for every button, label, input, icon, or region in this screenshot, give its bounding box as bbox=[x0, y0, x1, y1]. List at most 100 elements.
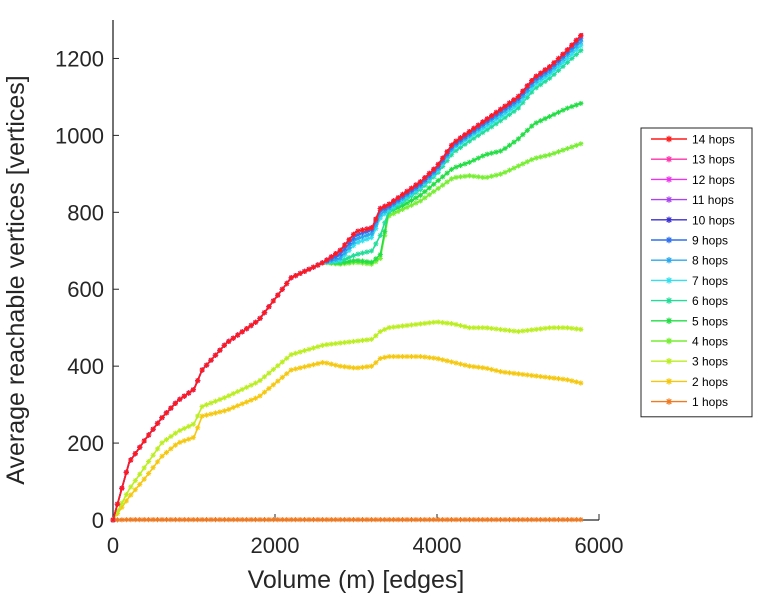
data-point bbox=[159, 517, 165, 523]
data-point bbox=[471, 364, 477, 370]
data-point bbox=[448, 321, 455, 327]
data-point bbox=[399, 202, 406, 209]
data-point bbox=[399, 323, 406, 329]
data-point bbox=[546, 152, 553, 158]
data-point bbox=[555, 149, 562, 155]
x-axis-label: Volume (m) [edges] bbox=[248, 566, 465, 594]
data-point bbox=[373, 333, 379, 339]
data-point bbox=[484, 174, 490, 180]
data-point bbox=[422, 195, 428, 201]
data-point bbox=[480, 126, 486, 132]
legend-marker bbox=[665, 156, 673, 163]
data-point bbox=[132, 487, 138, 493]
data-point bbox=[346, 517, 352, 523]
data-point bbox=[355, 235, 361, 242]
legend-entry: 11 hops bbox=[651, 193, 734, 207]
data-point bbox=[373, 226, 379, 232]
data-point bbox=[475, 132, 481, 139]
data-point bbox=[448, 166, 455, 173]
legend-entry: 8 hops bbox=[651, 254, 728, 268]
series-layer bbox=[110, 32, 584, 523]
data-point bbox=[350, 235, 357, 241]
data-point bbox=[181, 438, 187, 444]
data-point bbox=[395, 323, 401, 330]
data-point bbox=[154, 420, 161, 426]
data-point bbox=[511, 104, 517, 111]
data-point bbox=[373, 216, 379, 222]
data-point bbox=[359, 250, 366, 256]
data-point bbox=[520, 100, 526, 106]
data-point bbox=[497, 148, 504, 154]
data-point bbox=[515, 371, 522, 377]
data-point bbox=[177, 517, 183, 523]
data-point bbox=[221, 517, 227, 523]
data-point bbox=[315, 344, 321, 350]
data-point bbox=[306, 346, 312, 352]
data-point bbox=[284, 280, 290, 287]
data-point bbox=[310, 362, 317, 368]
data-point bbox=[346, 254, 352, 261]
data-point bbox=[266, 385, 272, 392]
data-point bbox=[364, 236, 370, 242]
data-point bbox=[137, 471, 143, 477]
data-point bbox=[137, 517, 143, 523]
data-point bbox=[542, 74, 548, 81]
data-point bbox=[493, 326, 499, 332]
legend-marker bbox=[665, 135, 673, 143]
data-point bbox=[270, 382, 276, 388]
data-point bbox=[181, 393, 187, 399]
data-point bbox=[359, 230, 366, 236]
data-point bbox=[493, 517, 499, 523]
data-point bbox=[569, 103, 575, 110]
data-point bbox=[186, 423, 192, 429]
data-point bbox=[462, 362, 468, 368]
data-point bbox=[475, 122, 481, 128]
data-point bbox=[301, 348, 308, 354]
data-point bbox=[391, 211, 397, 217]
data-point bbox=[297, 517, 303, 523]
data-point bbox=[457, 135, 464, 141]
data-point bbox=[163, 437, 170, 443]
data-point bbox=[524, 90, 530, 97]
series-5-hops bbox=[110, 100, 584, 523]
data-point bbox=[422, 354, 428, 360]
data-point bbox=[435, 161, 441, 168]
data-point bbox=[462, 517, 468, 523]
data-point bbox=[435, 185, 441, 191]
data-point bbox=[502, 327, 508, 333]
data-point bbox=[524, 517, 530, 523]
data-point bbox=[480, 174, 486, 180]
data-point bbox=[359, 227, 366, 233]
data-point bbox=[520, 132, 526, 138]
data-point bbox=[417, 192, 423, 198]
data-point bbox=[489, 124, 495, 130]
data-point bbox=[123, 517, 129, 523]
data-point bbox=[391, 324, 397, 330]
data-point bbox=[408, 517, 415, 523]
data-point bbox=[368, 336, 374, 342]
data-point bbox=[288, 517, 294, 523]
data-point bbox=[573, 102, 579, 108]
data-point bbox=[466, 173, 472, 179]
data-point bbox=[373, 222, 379, 228]
data-point bbox=[569, 325, 575, 331]
data-point bbox=[150, 426, 156, 432]
data-point bbox=[502, 108, 508, 114]
data-point bbox=[417, 179, 423, 185]
series-line bbox=[112, 48, 584, 521]
legend-entry: 2 hops bbox=[651, 375, 728, 389]
data-point bbox=[114, 508, 121, 515]
data-point bbox=[319, 260, 325, 266]
data-point bbox=[515, 517, 522, 523]
data-point bbox=[435, 319, 441, 325]
data-point bbox=[546, 374, 553, 381]
data-point bbox=[364, 232, 370, 238]
data-point bbox=[181, 517, 187, 523]
data-point bbox=[373, 241, 379, 247]
x-tick-label: 2000 bbox=[251, 533, 300, 558]
data-point bbox=[578, 33, 584, 39]
data-point bbox=[457, 517, 464, 523]
data-point bbox=[350, 239, 357, 245]
legend-label: 10 hops bbox=[692, 213, 735, 227]
data-point bbox=[506, 100, 513, 106]
